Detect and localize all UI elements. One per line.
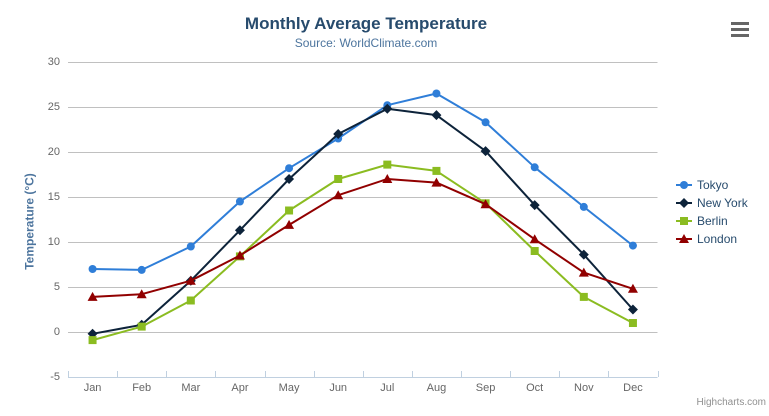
- y-axis-label: 5: [53, 281, 60, 293]
- x-axis-label: Oct: [526, 382, 544, 394]
- point-tokyo-May[interactable]: [285, 164, 294, 173]
- point-london-Aug[interactable]: [431, 177, 442, 187]
- point-new-york-Apr[interactable]: [234, 225, 245, 236]
- point-new-york-Nov[interactable]: [578, 249, 589, 260]
- legend-label: Berlin: [697, 214, 728, 228]
- x-axis-label: Jan: [83, 382, 102, 394]
- point-tokyo-Sep[interactable]: [481, 118, 490, 127]
- chart-subtitle: Source: WorldClimate.com: [294, 36, 438, 50]
- chart-title: Monthly Average Temperature: [244, 14, 488, 33]
- x-axis-label: Aug: [426, 382, 447, 394]
- point-london-Nov[interactable]: [578, 267, 589, 277]
- legend-marker-diamond-icon: [676, 198, 692, 208]
- legend-marker-square-icon: [676, 217, 692, 225]
- point-berlin-Jul[interactable]: [383, 160, 392, 169]
- x-axis-label: Sep: [475, 382, 496, 394]
- hamburger-icon: [731, 21, 749, 37]
- series-line-berlin[interactable]: [91, 163, 634, 342]
- export-menu-button[interactable]: [731, 21, 749, 37]
- x-axis-label: Jun: [329, 382, 348, 394]
- point-london-Oct[interactable]: [529, 234, 540, 244]
- series-line-tokyo[interactable]: [91, 92, 634, 271]
- point-london-Sep[interactable]: [480, 199, 491, 209]
- x-axis-label: Jul: [380, 382, 395, 394]
- y-axis-label: 10: [47, 236, 60, 248]
- y-axis-label: 20: [47, 146, 60, 158]
- point-tokyo-Aug[interactable]: [432, 89, 441, 98]
- y-axis-label: -5: [50, 371, 60, 383]
- point-london-Jan[interactable]: [87, 291, 98, 301]
- point-tokyo-Mar[interactable]: [186, 242, 195, 251]
- point-tokyo-Apr[interactable]: [235, 197, 244, 206]
- y-axis-label: 25: [47, 101, 60, 113]
- y-axis-label: 15: [47, 191, 60, 203]
- point-new-york-Dec[interactable]: [627, 304, 638, 315]
- point-new-york-Aug[interactable]: [431, 110, 442, 121]
- legend-item-new-york[interactable]: New York: [676, 194, 748, 212]
- point-berlin-Jun[interactable]: [334, 175, 343, 183]
- point-new-york-Sep[interactable]: [480, 146, 491, 157]
- legend-marker-circle-icon: [676, 181, 692, 189]
- highcharts-credits-link[interactable]: Highcharts.com: [696, 397, 766, 408]
- point-new-york-May[interactable]: [284, 174, 295, 184]
- y-axis-label: 30: [47, 56, 60, 68]
- point-berlin-Dec[interactable]: [628, 319, 637, 327]
- series-line-new-york[interactable]: [91, 107, 634, 335]
- legend-item-berlin[interactable]: Berlin: [676, 212, 748, 230]
- legend-label: London: [697, 232, 738, 246]
- legend-item-london[interactable]: London: [676, 230, 748, 248]
- point-tokyo-Feb[interactable]: [137, 265, 146, 274]
- point-berlin-May[interactable]: [285, 206, 294, 215]
- legend-marker-triangle-icon: [676, 234, 692, 243]
- x-axis-label: Mar: [181, 382, 201, 394]
- point-new-york-Jul[interactable]: [382, 103, 393, 114]
- point-berlin-Jan[interactable]: [88, 336, 97, 345]
- point-tokyo-Jan[interactable]: [88, 265, 97, 273]
- x-axis-label: Dec: [623, 382, 643, 394]
- point-berlin-Oct[interactable]: [530, 247, 539, 255]
- point-london-Jul[interactable]: [382, 174, 393, 183]
- point-berlin-Mar[interactable]: [186, 296, 195, 305]
- legend-item-tokyo[interactable]: Tokyo: [676, 176, 748, 194]
- legend-label: New York: [697, 196, 748, 210]
- point-tokyo-Oct[interactable]: [530, 163, 539, 172]
- point-tokyo-Nov[interactable]: [579, 202, 588, 211]
- point-london-Apr[interactable]: [234, 250, 245, 260]
- point-tokyo-Dec[interactable]: [628, 241, 637, 250]
- y-axis-label: 0: [53, 326, 60, 338]
- point-london-Feb[interactable]: [136, 289, 147, 299]
- point-london-Jun[interactable]: [333, 190, 344, 200]
- point-berlin-Aug[interactable]: [432, 166, 441, 175]
- point-london-Dec[interactable]: [627, 283, 638, 293]
- point-london-Mar[interactable]: [185, 275, 196, 285]
- x-axis-label: Apr: [231, 382, 249, 394]
- point-berlin-Nov[interactable]: [579, 292, 588, 301]
- point-berlin-Feb[interactable]: [137, 322, 146, 331]
- point-new-york-Oct[interactable]: [529, 200, 540, 211]
- point-new-york-Jun[interactable]: [333, 129, 344, 139]
- x-axis-label: Nov: [574, 382, 594, 394]
- x-axis-label: Feb: [132, 382, 152, 394]
- legend-label: Tokyo: [697, 178, 729, 192]
- legend: Tokyo New York Berlin London: [676, 176, 748, 248]
- series-line-london[interactable]: [91, 178, 634, 298]
- point-london-May[interactable]: [284, 219, 295, 229]
- x-axis-label: May: [278, 382, 300, 394]
